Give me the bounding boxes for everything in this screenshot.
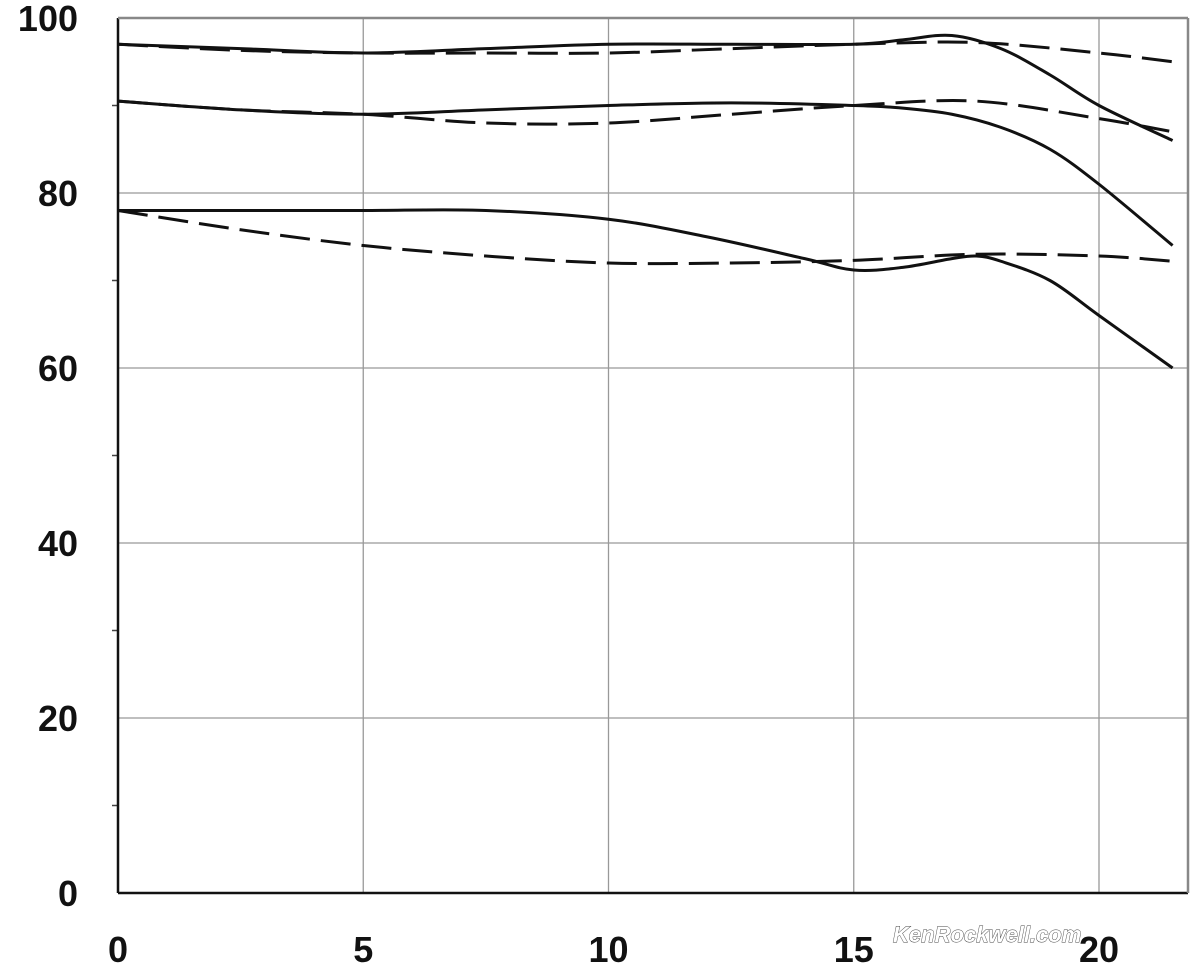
x-tick-label: 15 — [834, 929, 874, 966]
series-lines — [117, 33, 1174, 370]
x-tick-label: 10 — [588, 929, 628, 966]
x-tick-label: 5 — [353, 929, 373, 966]
series-line-4-dashed — [117, 99, 1173, 134]
x-tick-label: 0 — [108, 929, 128, 966]
y-tick-label: 60 — [38, 348, 78, 389]
y-tick-label: 20 — [38, 698, 78, 739]
y-tick-label: 40 — [38, 523, 78, 564]
x-tick-labels: 0 5 10 15 20 — [108, 929, 1119, 966]
series-line-5-solid — [117, 208, 1174, 370]
y-tick-label: 0 — [58, 873, 78, 914]
plot-frame — [116, 16, 1190, 895]
x-tick-label: 20 — [1079, 929, 1119, 966]
series-line-2-dashed — [117, 40, 1173, 64]
series-line-6-dashed — [117, 209, 1173, 266]
y-tick-label: 80 — [38, 173, 78, 214]
y-tick-labels: 0 20 40 60 80 100 — [18, 0, 78, 914]
watermark: KenRockwell.com — [893, 922, 1081, 947]
y-tick-label: 100 — [18, 0, 78, 39]
